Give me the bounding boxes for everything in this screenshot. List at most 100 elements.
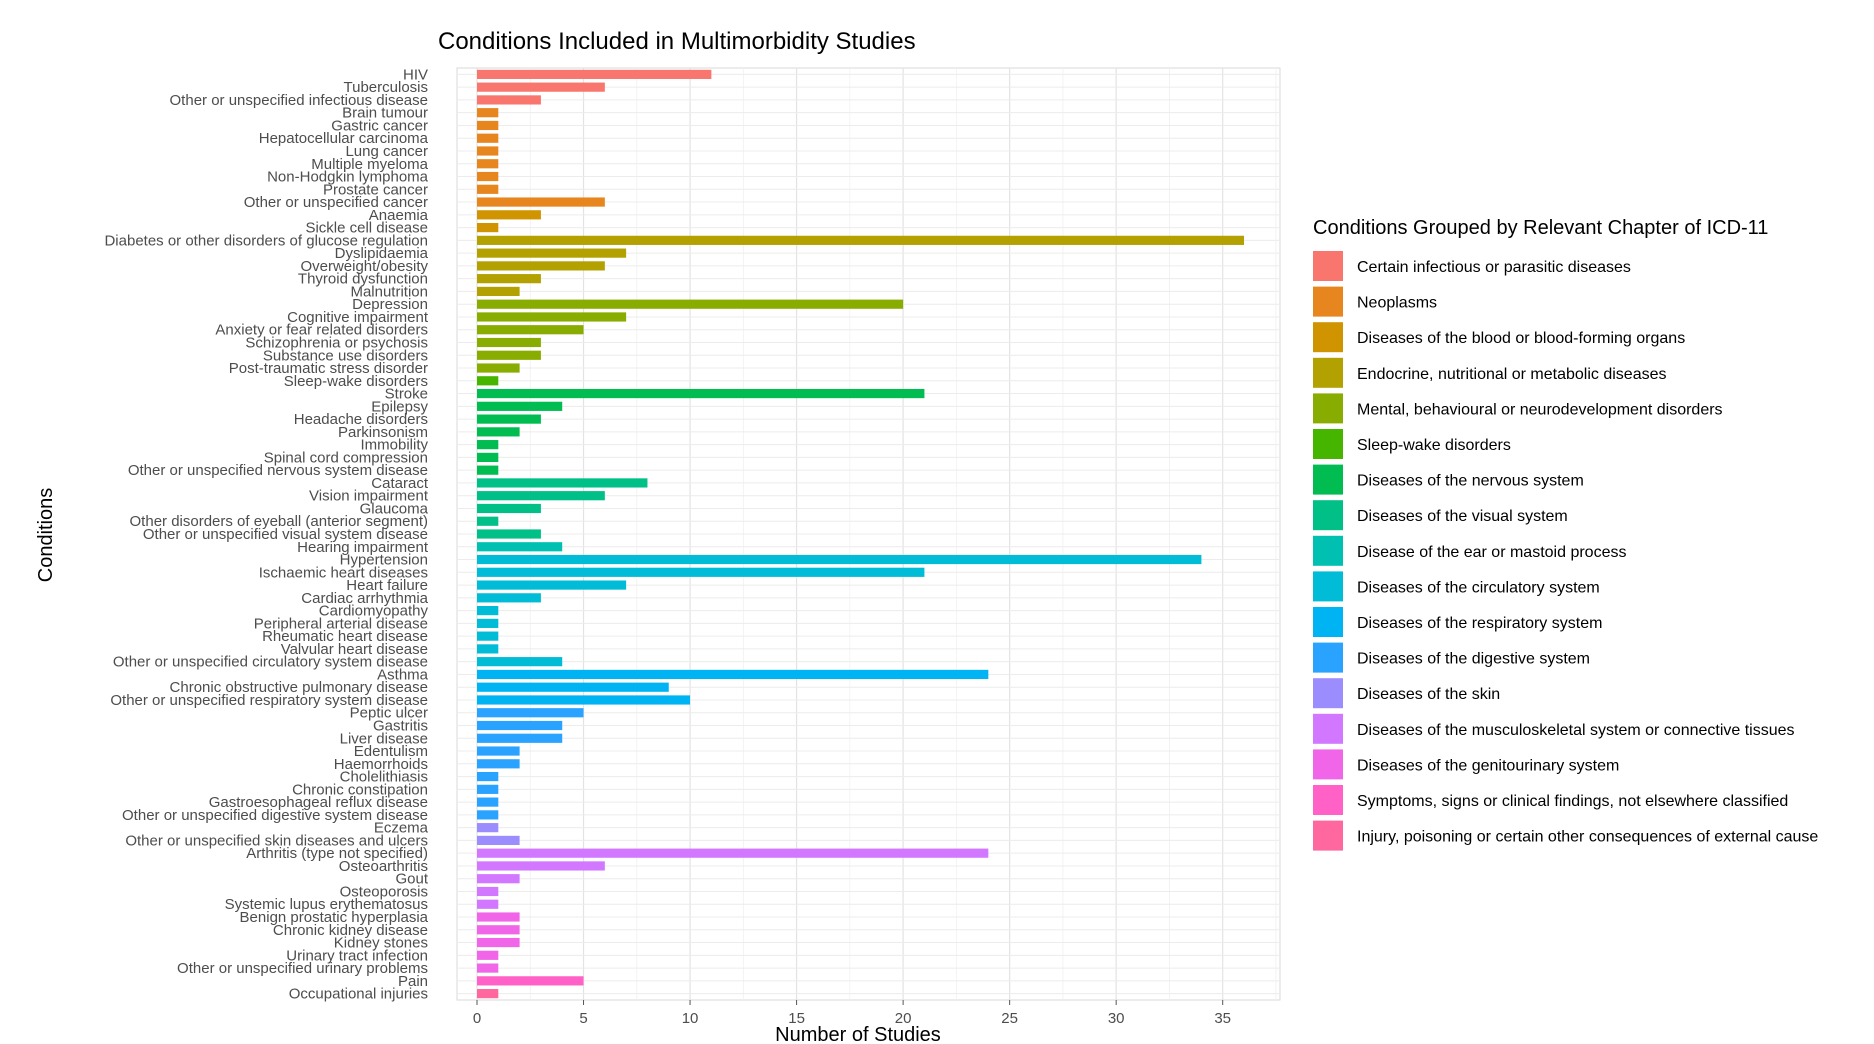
bar [477, 976, 584, 986]
legend-swatch [1313, 535, 1343, 566]
x-axis-title: Number of Studies [775, 1024, 941, 1044]
category-label: Stroke [385, 386, 428, 403]
x-tick-label: 35 [1214, 1010, 1231, 1027]
bar [477, 478, 648, 488]
legend-swatch [1313, 429, 1343, 459]
category-label: Hepatocellular carcinoma [259, 130, 429, 147]
category-label: Asthma [377, 666, 429, 683]
category-label: Cardiac arrhythmia [301, 590, 428, 607]
legend-swatch [1313, 713, 1343, 744]
bar [477, 159, 499, 169]
bar [477, 989, 499, 999]
legend-label: Diseases of the visual system [1357, 508, 1568, 525]
bar [477, 146, 499, 156]
bar [477, 823, 499, 833]
category-label: Eczema [374, 820, 429, 837]
category-label: Anxiety or fear related disorders [215, 322, 428, 339]
category-label: Hearing impairment [297, 539, 429, 556]
category-label: Diabetes or other disorders of glucose r… [104, 232, 428, 249]
legend-swatch [1313, 749, 1343, 780]
category-label: Multiple myeloma [311, 156, 428, 173]
legend-swatch [1313, 678, 1343, 709]
bar [477, 695, 691, 705]
category-label: Other or unspecified respiratory system … [110, 692, 428, 709]
category-label: Gastroesophageal reflux disease [209, 794, 428, 811]
legend-label: Diseases of the circulatory system [1357, 579, 1600, 596]
bar [477, 414, 541, 424]
bar [477, 235, 1244, 245]
category-label: Other or unspecified cancer [244, 194, 428, 211]
bar [477, 363, 520, 373]
category-label: Dyslipidaemia [335, 245, 429, 262]
legend-label: Diseases of the respiratory system [1357, 615, 1602, 632]
category-label: Other or unspecified infectious disease [170, 92, 428, 109]
category-label: Edentulism [354, 743, 428, 760]
legend-label: Diseases of the genitourinary system [1357, 757, 1619, 774]
category-label: Epilepsy [371, 398, 428, 415]
category-label: Schizophrenia or psychosis [245, 334, 428, 351]
bar [477, 108, 499, 118]
legend-swatch [1313, 251, 1343, 281]
bar [477, 644, 499, 654]
legend-label: Diseases of the musculoskeletal system o… [1357, 722, 1795, 739]
x-tick-label: 10 [682, 1010, 699, 1027]
bar [477, 771, 499, 782]
bar [477, 222, 499, 233]
bar [477, 746, 520, 756]
legend-swatch [1313, 785, 1343, 815]
bar [477, 82, 605, 92]
bar [477, 516, 499, 526]
bar [477, 440, 499, 450]
legend-swatch [1313, 500, 1343, 531]
category-label: Glaucoma [360, 500, 429, 517]
category-label: Parkinsonism [338, 424, 428, 441]
category-label: HIV [403, 66, 428, 83]
category-label: Chronic obstructive pulmonary disease [170, 679, 428, 696]
category-label: Heart failure [346, 577, 428, 594]
category-label: Other disorders of eyeball (anterior seg… [130, 513, 428, 530]
x-tick-label: 0 [473, 1010, 481, 1027]
category-label: Arthritis (type not specified) [246, 845, 428, 862]
category-label: Urinary tract infection [286, 947, 428, 964]
bar [477, 937, 520, 948]
bar [477, 580, 627, 590]
bar [477, 491, 605, 501]
category-label: Thyroid dysfunction [298, 271, 428, 288]
bar [477, 452, 499, 462]
bar [477, 669, 989, 680]
category-label: Overweight/obesity [300, 258, 428, 275]
category-label: Other or unspecified circulatory system … [113, 654, 428, 671]
category-label: Hypertension [340, 552, 428, 569]
category-label: Occupational injuries [289, 986, 428, 1003]
legend-swatch [1313, 357, 1343, 388]
bar [477, 133, 499, 143]
category-label: Tuberculosis [344, 79, 428, 96]
legend-swatch [1313, 571, 1343, 602]
bar [477, 554, 1202, 565]
bar [477, 184, 499, 194]
category-label: Pain [398, 973, 428, 990]
category-label: Peripheral arterial disease [254, 615, 428, 632]
category-label: Cardiomyopathy [319, 603, 429, 620]
bar [477, 657, 563, 667]
category-label: Non-Hodgkin lymphoma [267, 169, 429, 186]
category-label: Other or unspecified visual system disea… [143, 526, 428, 543]
bar [477, 733, 563, 743]
category-label: Post-traumatic stress disorder [229, 360, 428, 377]
bar [477, 682, 669, 692]
legend-label: Diseases of the blood or blood-forming o… [1357, 330, 1685, 347]
bar [477, 912, 520, 922]
category-label: Spinal cord compression [264, 449, 428, 466]
legend-swatch [1313, 322, 1343, 353]
bar [477, 810, 499, 820]
category-label: Sickle cell disease [305, 220, 428, 237]
category-label: Other or unspecified nervous system dise… [128, 462, 428, 479]
bar [477, 427, 520, 437]
category-label: Haemorrhoids [334, 756, 428, 773]
category-label: Cataract [371, 475, 429, 492]
category-label: Immobility [360, 437, 428, 454]
bar [477, 720, 563, 731]
category-label: Systemic lupus erythematosus [225, 896, 428, 913]
